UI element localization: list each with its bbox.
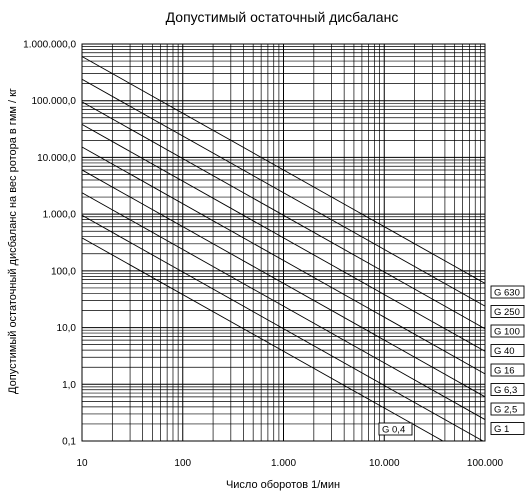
series-label-box	[490, 422, 525, 435]
series-line	[82, 146, 485, 375]
y-tick-labels: 1.000.000,0 100.000,0 10.000,0 1.000,0 100,0…	[23, 40, 76, 448]
x-tick-label: 10	[76, 458, 88, 469]
series-line	[82, 192, 485, 420]
x-tick-label: 100	[174, 458, 191, 469]
series-layer	[82, 56, 485, 441]
series-line	[82, 78, 485, 307]
y-tick-label: 100.000,0	[32, 96, 77, 107]
series-label: G 630	[494, 288, 520, 299]
series-label: G 100	[494, 327, 520, 338]
x-tick-label: 10.000	[369, 458, 400, 469]
series-label-box	[490, 383, 525, 396]
y-tick-label: 1.000,0	[43, 210, 77, 221]
series-label-box	[490, 402, 525, 416]
chart-title: Допустимый остаточный дисбаланс	[166, 9, 399, 25]
y-tick-label: 0,1	[62, 437, 76, 448]
series-line	[82, 237, 444, 441]
series-label: G 40	[494, 346, 515, 357]
grid-layer	[81, 43, 486, 442]
series-label-box	[490, 305, 525, 318]
series-label: G 1	[494, 424, 509, 435]
series-line	[82, 101, 485, 330]
y-tick-label: 1,0	[62, 380, 76, 391]
series-label-box	[490, 344, 525, 357]
y-tick-label: 1.000.000,0	[23, 40, 76, 51]
series-label: G 250	[494, 307, 520, 318]
series-label-box	[378, 422, 413, 436]
series-line	[82, 169, 485, 398]
series-label-box	[490, 363, 525, 377]
series-label: G 0,4	[382, 425, 405, 436]
series-labels: G 630 G 250 G 100 G 40 G 16 G 6,3 G 2,5 G 1 G 0,…	[378, 285, 525, 436]
y-tick-label: 10,0	[57, 323, 77, 334]
series-line	[82, 124, 485, 352]
series-label: G 16	[494, 366, 515, 377]
series-label: G 2,5	[494, 405, 517, 416]
y-tick-label: 10.000,0	[37, 153, 76, 164]
x-tick-labels: 10 100 1.000 10.000 100.000	[76, 458, 503, 469]
series-label-box	[490, 324, 525, 338]
y-axis-label: Допустимый остаточный дисбаланс на вес р…	[7, 88, 19, 394]
x-tick-label: 100.000	[467, 458, 504, 469]
plot-frame	[81, 43, 486, 442]
x-tick-label: 1.000	[271, 458, 296, 469]
series-label: G 6,3	[494, 385, 517, 396]
y-tick-label: 100,0	[51, 266, 76, 277]
series-line	[82, 56, 485, 284]
series-line	[82, 214, 484, 441]
series-label-box	[490, 285, 525, 299]
x-axis-label: Число оборотов 1/мин	[226, 479, 340, 491]
